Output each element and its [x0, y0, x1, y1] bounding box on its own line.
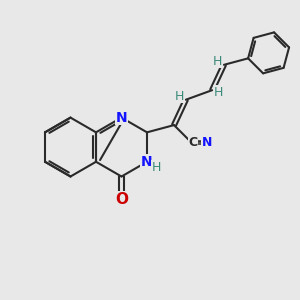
Text: H: H — [152, 160, 161, 174]
Text: H: H — [214, 86, 223, 99]
Text: N: N — [116, 111, 127, 124]
Text: H: H — [213, 55, 222, 68]
Text: C: C — [188, 136, 198, 149]
Text: O: O — [115, 192, 128, 207]
Text: N: N — [141, 155, 153, 169]
Text: H: H — [175, 90, 184, 103]
Text: N: N — [202, 136, 212, 149]
